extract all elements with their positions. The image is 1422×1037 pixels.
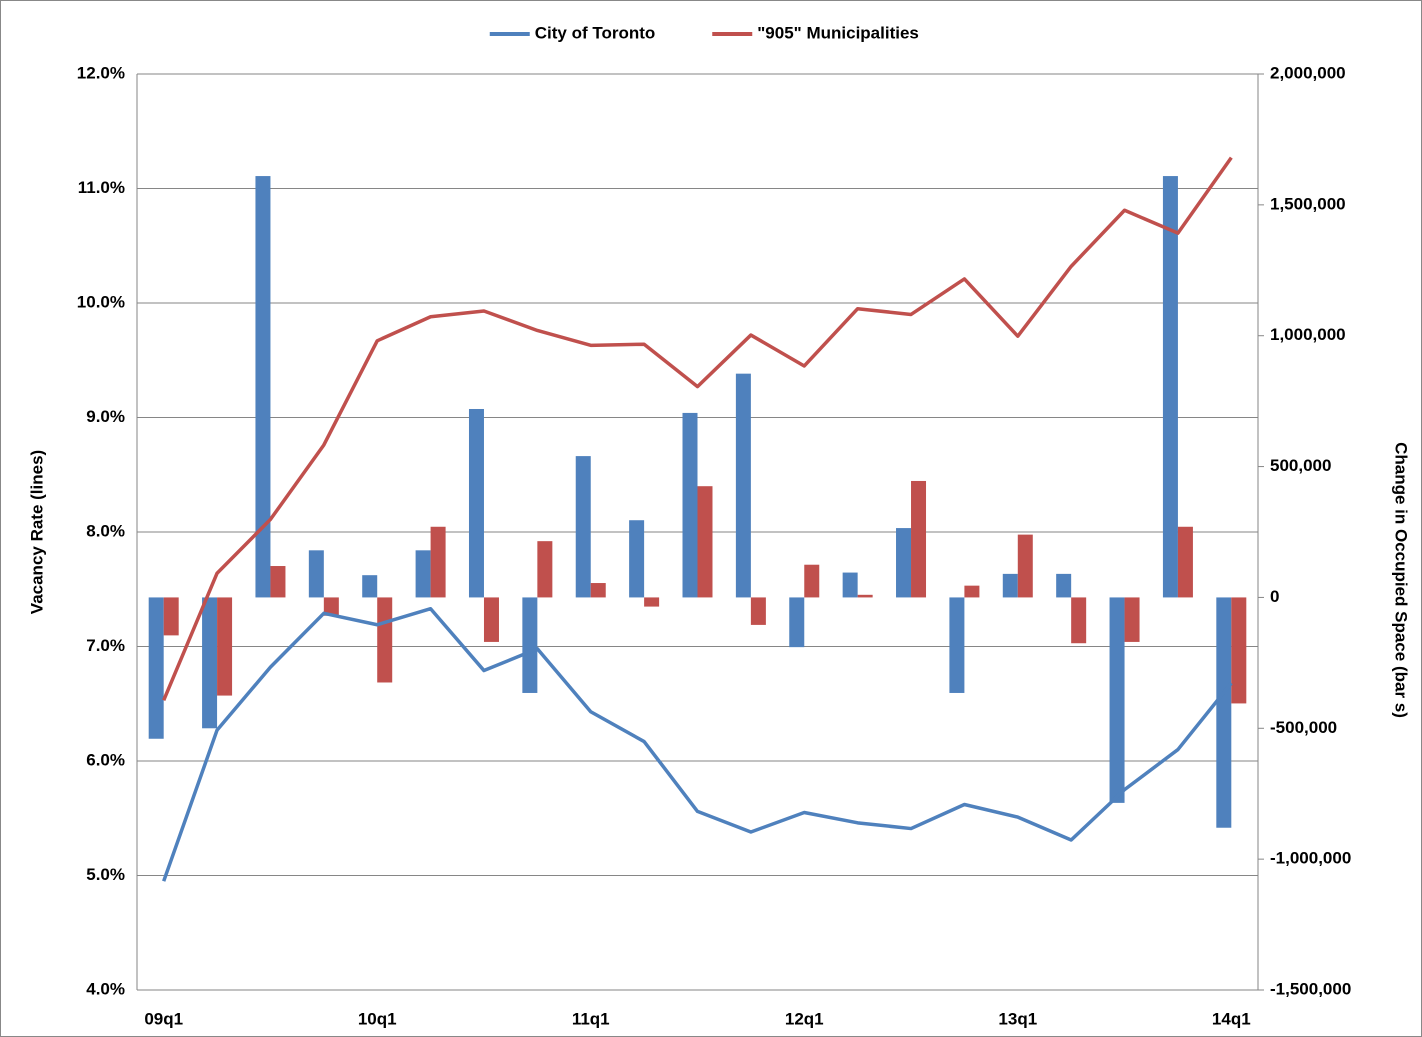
bar xyxy=(629,520,645,598)
y-tick-label: 7.0% xyxy=(86,636,125,655)
legend-label: City of Toronto xyxy=(535,23,656,42)
x-tick-label: 11q1 xyxy=(572,1009,610,1028)
bar xyxy=(1231,597,1247,704)
bar xyxy=(857,594,873,598)
y2-tick-label: 2,000,000 xyxy=(1270,63,1346,82)
y-tick-label: 6.0% xyxy=(86,750,125,769)
line xyxy=(162,156,1233,701)
x-tick-label: 12q1 xyxy=(785,1009,824,1028)
y2-tick-label: 1,000,000 xyxy=(1270,325,1346,344)
x-tick-label: 14q1 xyxy=(1212,1009,1251,1028)
line xyxy=(162,606,1233,882)
bar xyxy=(255,176,271,598)
y-tick-label: 12.0% xyxy=(77,63,125,82)
y-tick-label: 11.0% xyxy=(78,178,125,197)
y-axis-title: Vacancy Rate (lines) xyxy=(27,450,46,614)
bar xyxy=(362,575,378,598)
bar xyxy=(1056,573,1072,598)
y2-tick-label: 1,500,000 xyxy=(1270,194,1346,213)
y2-axis-title: Change in Occupied Space (bar s) xyxy=(1392,442,1411,718)
y-tick-label: 5.0% xyxy=(86,865,125,884)
bar xyxy=(323,597,339,616)
bar xyxy=(1017,534,1033,598)
y2-tick-label: -500,000 xyxy=(1270,718,1337,737)
bar xyxy=(1124,597,1140,642)
bar xyxy=(1177,526,1193,598)
bar xyxy=(964,585,980,598)
legend-label: "905" Municipalities xyxy=(757,23,919,42)
bar xyxy=(308,550,324,598)
bar xyxy=(1071,597,1087,644)
y-tick-label: 9.0% xyxy=(86,407,125,426)
y-tick-label: 4.0% xyxy=(86,979,125,998)
bar xyxy=(789,597,805,648)
y2-tick-label: -1,000,000 xyxy=(1270,849,1351,868)
bar xyxy=(163,597,179,636)
bar xyxy=(644,597,660,607)
bar xyxy=(575,456,591,598)
bar xyxy=(682,412,698,598)
y-tick-label: 10.0% xyxy=(77,292,125,311)
bar xyxy=(1162,176,1178,598)
bar xyxy=(217,597,233,696)
x-tick-label: 09q1 xyxy=(144,1009,183,1028)
bar xyxy=(1216,597,1232,828)
bar xyxy=(1002,573,1018,598)
bar xyxy=(522,597,538,693)
bar xyxy=(270,566,286,598)
x-tick-label: 10q1 xyxy=(358,1009,397,1028)
y-tick-label: 8.0% xyxy=(86,521,125,540)
bar xyxy=(148,597,164,739)
y2-tick-label: -1,500,000 xyxy=(1270,979,1351,998)
bar xyxy=(430,526,446,598)
bar xyxy=(590,583,606,598)
bar xyxy=(750,597,766,625)
y2-tick-label: 500,000 xyxy=(1270,456,1331,475)
bar xyxy=(468,408,484,598)
bar xyxy=(896,528,912,598)
bar xyxy=(735,373,751,598)
bar xyxy=(697,486,713,598)
bar xyxy=(483,597,499,642)
bar xyxy=(202,597,218,729)
bar xyxy=(842,572,858,598)
bar xyxy=(949,597,965,693)
bar xyxy=(1109,597,1125,803)
bar xyxy=(804,564,820,598)
bar xyxy=(377,597,393,683)
x-tick-label: 13q1 xyxy=(998,1009,1037,1028)
bar xyxy=(415,550,431,598)
bar xyxy=(537,541,553,598)
bar xyxy=(911,480,927,598)
y2-tick-label: 0 xyxy=(1270,587,1279,606)
